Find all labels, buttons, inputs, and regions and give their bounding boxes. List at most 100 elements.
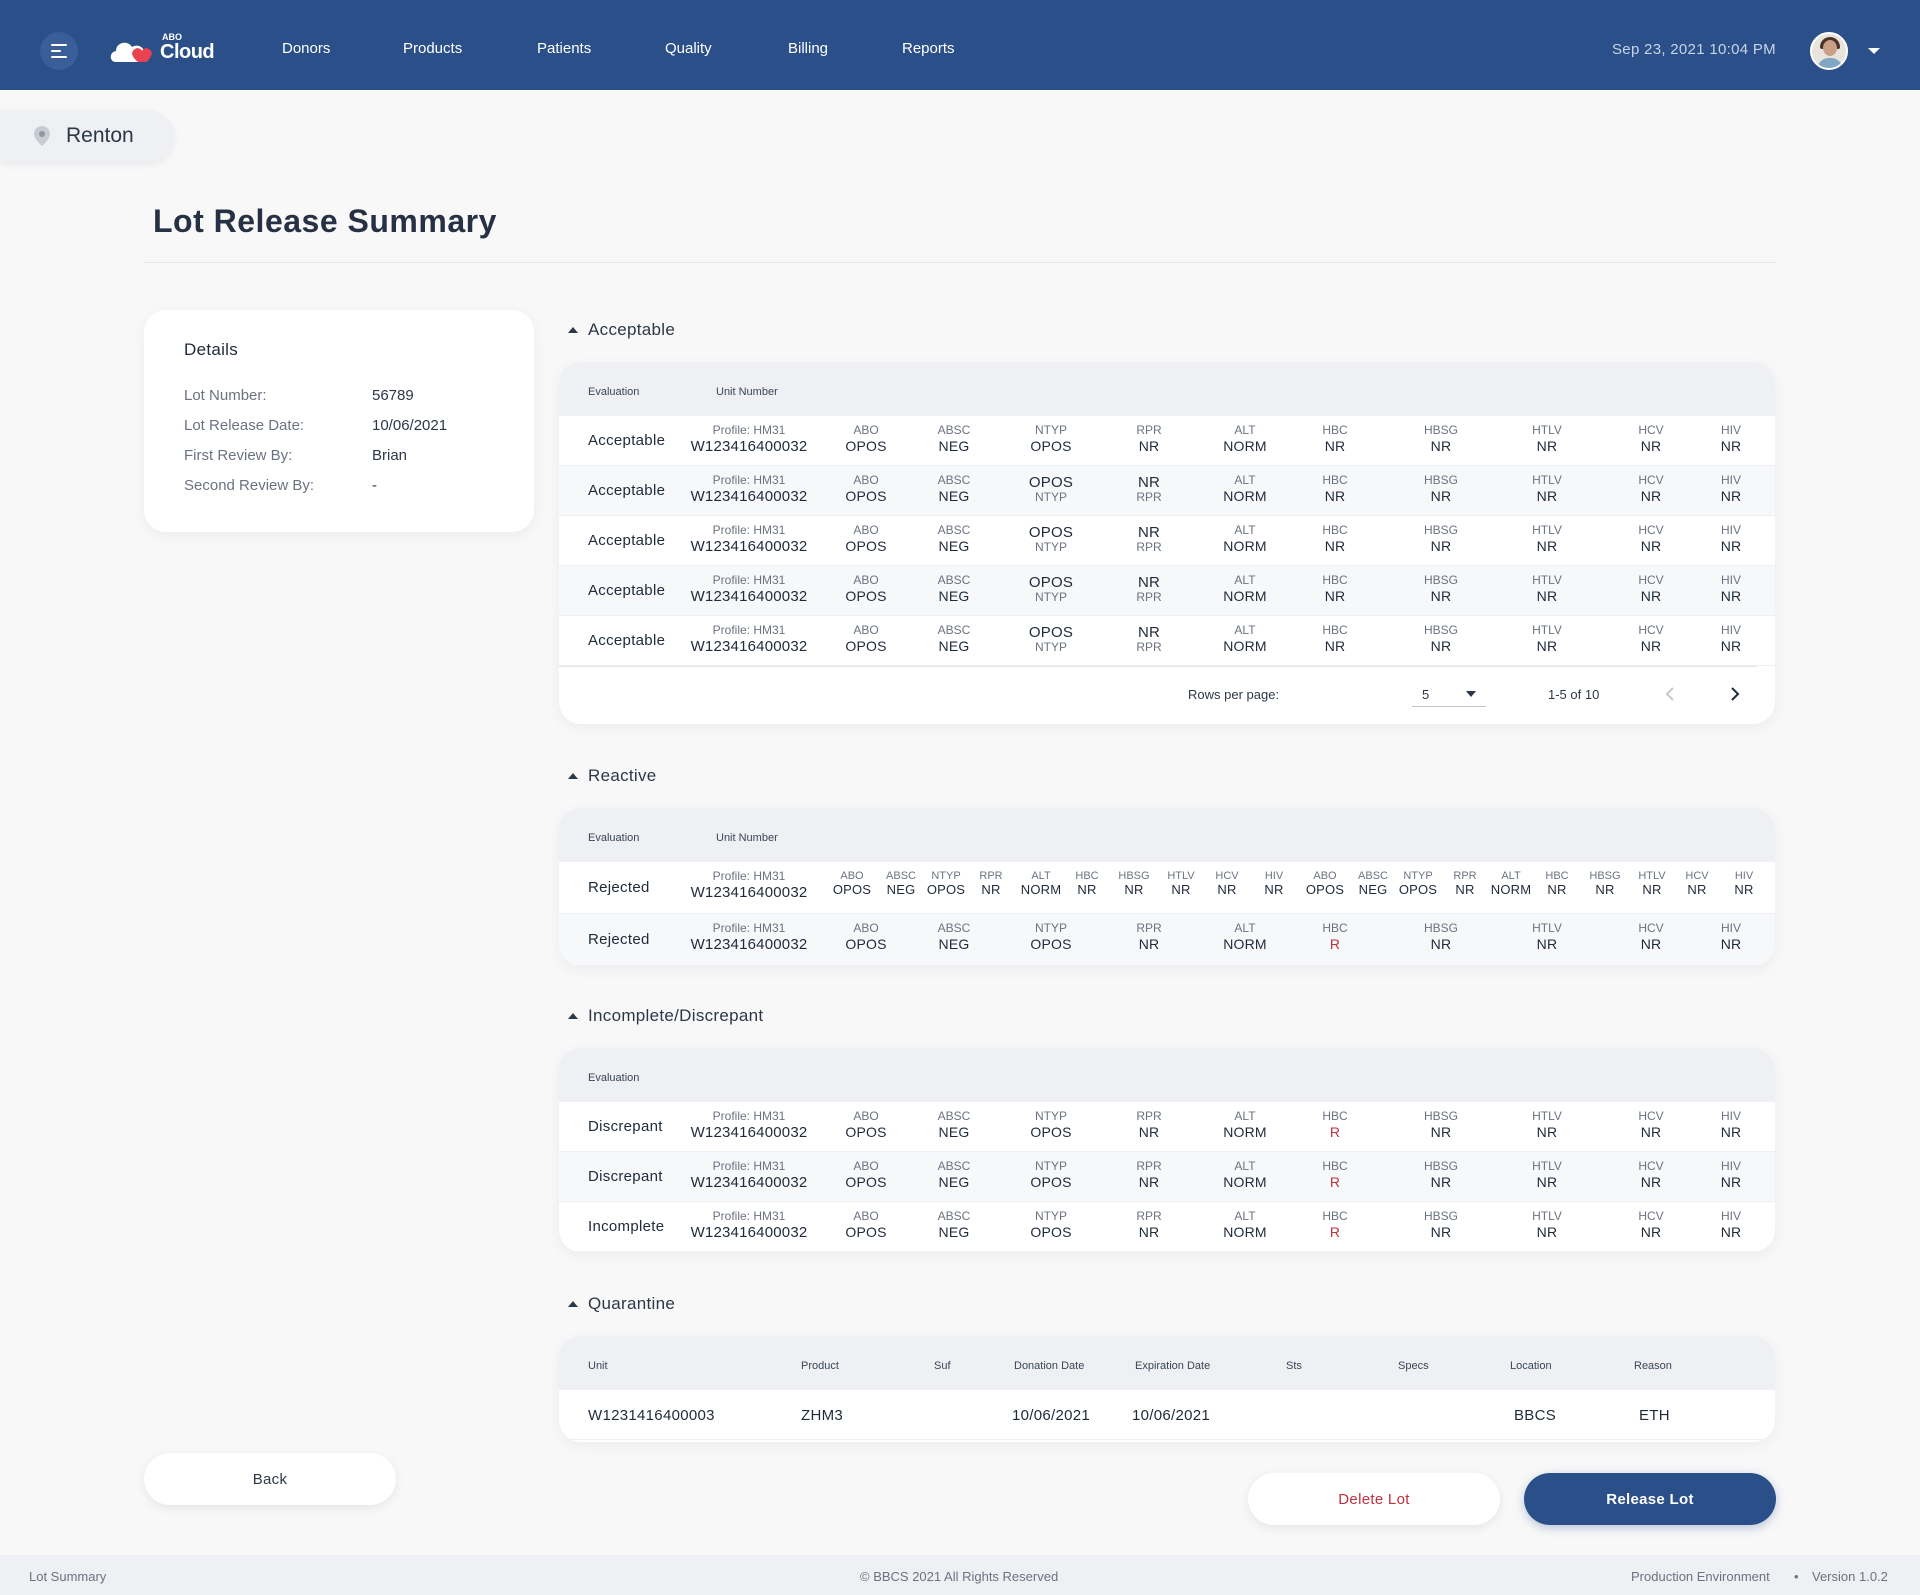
test-label: RPR (1136, 423, 1162, 437)
evaluation-status: Acceptable (588, 632, 666, 649)
test-result-hcv: HCV NR (1638, 523, 1663, 554)
table-row[interactable]: W1231416400003 ZHM3 10/06/2021 10/06/202… (559, 1390, 1775, 1440)
test-result-hiv: HIV NR (1721, 473, 1742, 504)
acceptable-table: Evaluation Unit Number Acceptable Profile… (559, 362, 1775, 724)
evaluation-status: Acceptable (588, 532, 666, 549)
test-value: R (1329, 1173, 1341, 1190)
location-selector[interactable]: Renton (0, 110, 174, 162)
back-button[interactable]: Back (144, 1453, 396, 1505)
test-result-hcv: HCV NR (1638, 921, 1663, 952)
user-avatar[interactable] (1810, 32, 1848, 70)
test-value: NR (1640, 587, 1662, 604)
test-label: HIV (1720, 423, 1741, 437)
rows-per-page-select[interactable]: 5 (1412, 679, 1486, 707)
acceptable-section-toggle[interactable]: Acceptable (568, 320, 675, 340)
table-row[interactable]: Acceptable Profile: HM31 W123416400032 ABO O… (559, 466, 1775, 516)
incomplete-discrepant-section-toggle[interactable]: Incomplete/Discrepant (568, 1006, 763, 1026)
column-header-location: Location (1510, 1360, 1552, 1372)
section-title: Quarantine (588, 1294, 676, 1313)
release-lot-button[interactable]: Release Lot (1524, 1473, 1776, 1525)
unit-number-cell: Profile: HM31 W123416400032 (691, 1209, 808, 1241)
test-value: NR (1720, 1223, 1742, 1240)
table-row[interactable]: Rejected Profile: HM31 W123416400032 ABO OPO… (559, 914, 1775, 966)
test-result-hbsg: HBSG NR (1423, 573, 1459, 604)
test-result-alt: ALT NORM (1223, 473, 1267, 504)
reactive-section-toggle[interactable]: Reactive (568, 766, 657, 786)
table-row[interactable]: Incomplete Profile: HM31 W123416400032 ABO O… (559, 1202, 1775, 1252)
test-label: HBSG (1423, 573, 1459, 587)
table-row[interactable]: Acceptable Profile: HM31 W123416400032 ABO O… (559, 616, 1775, 666)
table-row[interactable]: Acceptable Profile: HM31 W123416400032 ABO O… (559, 416, 1775, 466)
test-value: NR (1324, 487, 1346, 504)
test-value: NR (1536, 1123, 1558, 1140)
table-row[interactable]: Acceptable Profile: HM31 W123416400032 ABO O… (559, 516, 1775, 566)
test-label: HIV (1734, 870, 1754, 882)
test-value: NR (1640, 1173, 1662, 1190)
test-result-hbc: HBC NR (1545, 870, 1568, 898)
test-result-absc: ABSC NEG (1358, 870, 1388, 898)
table-header: Evaluation Unit Number (559, 808, 1775, 862)
test-value: OPOS (1028, 524, 1074, 541)
test-value: NR (1720, 437, 1742, 454)
test-label: ALT (1234, 523, 1256, 537)
test-value: OPOS (845, 637, 887, 654)
test-label: ALT (1234, 1209, 1256, 1223)
next-page-chevron-right-icon[interactable] (1725, 685, 1743, 703)
test-label: HIV (1264, 870, 1284, 882)
test-label: HCV (1638, 1209, 1664, 1223)
test-value: OPOS (1030, 1123, 1072, 1140)
quarantine-section-toggle[interactable]: Quarantine (568, 1294, 675, 1314)
table-row[interactable]: Rejected Profile: HM31 W123416400032 ABO OPO… (559, 862, 1775, 914)
test-label: ABSC (937, 1159, 971, 1173)
test-result-htlv: HTLV NR (1532, 1159, 1562, 1190)
unit-number-cell: Profile: HM31 W123416400032 (691, 423, 808, 455)
detail-value: 56789 (372, 386, 414, 404)
evaluation-status: Acceptable (588, 582, 666, 599)
app-logo[interactable]: ABO Cloud (108, 32, 218, 66)
nav-products[interactable]: Products (403, 40, 463, 57)
profile-label: Profile: HM31 (712, 869, 786, 883)
test-label: HBC (1075, 870, 1099, 882)
table-row[interactable]: Discrepant Profile: HM31 W123416400032 ABO O… (559, 1152, 1775, 1202)
table-row[interactable]: Acceptable Profile: HM31 W123416400032 ABO O… (559, 566, 1775, 616)
test-value: NR (1536, 487, 1558, 504)
test-value: NR (1536, 1173, 1558, 1190)
test-result-hcv: HCV NR (1685, 870, 1708, 898)
test-result-hcv: HCV NR (1638, 473, 1663, 504)
test-result-hbc: HBC R (1322, 1109, 1347, 1140)
test-label: ABO (853, 1209, 879, 1223)
test-label: NTYP (1034, 640, 1067, 655)
table-row[interactable]: Discrepant Profile: HM31 W123416400032 ABO O… (559, 1102, 1775, 1152)
nav-reports[interactable]: Reports (902, 40, 955, 57)
test-result-ntyp: NTYP OPOS (1399, 870, 1437, 898)
nav-donors[interactable]: Donors (282, 40, 331, 57)
test-result-absc: ABSC NEG (937, 1159, 971, 1190)
test-label: NTYP (1034, 921, 1068, 935)
test-value: NR (1137, 474, 1161, 491)
test-label: ABO (1313, 870, 1337, 882)
test-label: HBSG (1423, 523, 1459, 537)
hamburger-menu-icon[interactable] (40, 32, 78, 70)
test-result-alt: ALT NORM (1021, 870, 1062, 898)
test-value: NR (1640, 487, 1662, 504)
test-value: NORM (1223, 537, 1267, 554)
test-value: NORM (1490, 881, 1532, 897)
user-menu-chevron-down-icon[interactable] (1868, 48, 1880, 54)
nav-patients[interactable]: Patients (537, 40, 592, 57)
nav-quality[interactable]: Quality (665, 40, 712, 57)
test-result-absc: ABSC NEG (938, 523, 971, 554)
test-label: HBC (1322, 921, 1348, 935)
test-value: NR (1536, 437, 1558, 454)
profile-label: Profile: HM31 (712, 473, 786, 487)
test-label: ABSC (937, 1209, 971, 1223)
test-label: HIV (1720, 1159, 1741, 1173)
delete-lot-button[interactable]: Delete Lot (1248, 1473, 1500, 1525)
nav-billing[interactable]: Billing (788, 40, 829, 57)
test-value: OPOS (926, 881, 966, 897)
detail-value: Brian (372, 446, 408, 464)
previous-page-chevron-left-icon[interactable] (1662, 685, 1680, 703)
test-value: NR (1324, 587, 1346, 604)
test-result-hiv: HIV NR (1721, 523, 1742, 554)
page-title: Lot Release Summary (153, 203, 497, 239)
test-label: RPR (1136, 590, 1162, 605)
